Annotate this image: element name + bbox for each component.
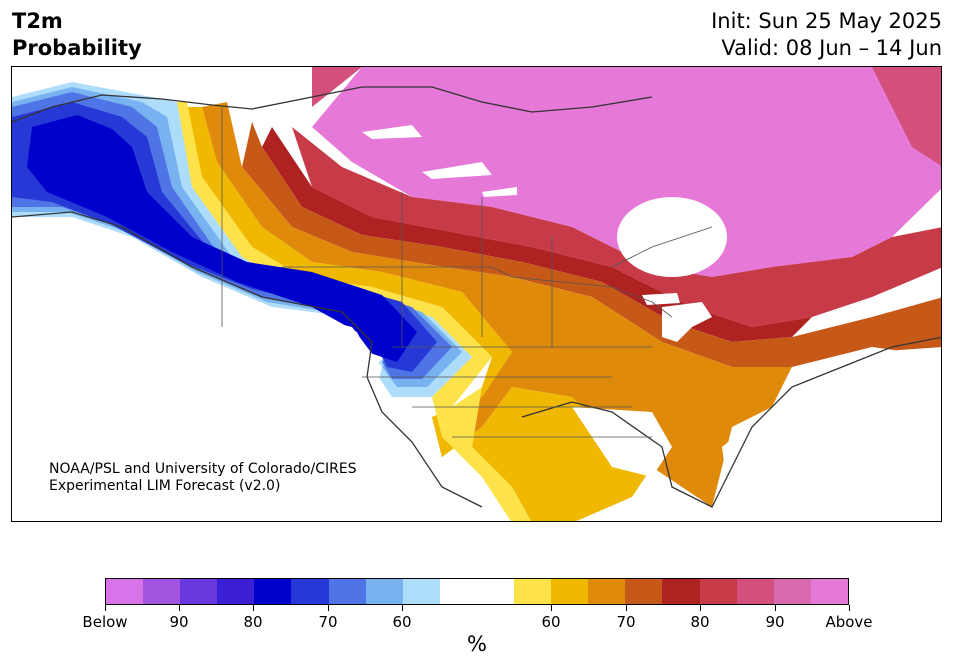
coastline	[12, 86, 941, 508]
colorbar-segment	[625, 579, 663, 604]
colorbar-tick-label: 60	[541, 613, 561, 631]
colorbar-tick	[179, 605, 180, 611]
region-below-75	[27, 115, 417, 362]
colorbar-segment	[773, 579, 811, 604]
borders	[221, 107, 713, 438]
colorbar-tick-label: 70	[616, 613, 636, 631]
region-above-85	[312, 67, 941, 166]
colorbar	[105, 578, 849, 605]
colorbar-unit: %	[467, 632, 487, 656]
great-lakes	[662, 302, 712, 342]
colorbar-tick-label: 70	[318, 613, 338, 631]
colorbar-segment	[291, 579, 329, 604]
colorbar-segment	[439, 579, 477, 604]
colorbar-segment	[514, 579, 552, 604]
arctic-white-bands	[362, 125, 517, 197]
map-svg	[12, 67, 941, 521]
colorbar-segment	[588, 579, 626, 604]
hudson-bay	[617, 197, 727, 277]
colorbar-segment	[736, 579, 774, 604]
colorbar-segment	[143, 579, 181, 604]
colorbar-tick-label: 90	[765, 613, 785, 631]
colorbar-tick-label: 80	[690, 613, 710, 631]
credit-line-2: Experimental LIM Forecast (v2.0)	[49, 478, 281, 494]
colorbar-segment	[551, 579, 589, 604]
region-above-65	[202, 102, 792, 507]
colorbar-segment	[365, 579, 403, 604]
colorbar-tick	[253, 605, 254, 611]
forecast-map	[11, 66, 942, 522]
map-title: T2m Probability	[12, 8, 142, 62]
colorbar-tick-label: 90	[169, 613, 189, 631]
colorbar-tick	[551, 605, 552, 611]
forecast-dates: Init: Sun 25 May 2025 Valid: 08 Jun – 14…	[711, 8, 942, 62]
region-above-70	[242, 122, 941, 367]
colorbar-segment	[699, 579, 737, 604]
colorbar-tick	[105, 605, 106, 611]
title-line-variable: T2m	[12, 9, 63, 33]
colorbar-segment	[180, 579, 218, 604]
gulf-of-mexico	[572, 407, 672, 477]
colorbar-segment	[328, 579, 366, 604]
credit-line-1: NOAA/PSL and University of Colorado/CIRE…	[49, 461, 357, 477]
lake-superior	[642, 293, 680, 305]
colorbar-segment	[254, 579, 292, 604]
colorbar-segment	[810, 579, 848, 604]
atlantic-ocean	[722, 347, 941, 521]
valid-date: Valid: 08 Jun – 14 Jun	[721, 36, 942, 60]
region-above-75	[262, 127, 812, 342]
colorbar-segment	[217, 579, 255, 604]
colorbar-tick	[626, 605, 627, 611]
colorbar-tick-label: Above	[825, 613, 873, 631]
colorbar-tick-label: Below	[82, 613, 128, 631]
region-above-55	[177, 102, 531, 521]
colorbar-tick-label: 80	[243, 613, 263, 631]
pacific-ocean	[12, 217, 450, 521]
colorbar-tick	[775, 605, 776, 611]
region-above-60	[187, 107, 652, 521]
colorbar-tick	[402, 605, 403, 611]
init-date: Init: Sun 25 May 2025	[711, 9, 942, 33]
credit-text: NOAA/PSL and University of Colorado/CIRE…	[49, 461, 357, 495]
colorbar-segment	[402, 579, 440, 604]
colorbar-segment	[106, 579, 144, 604]
colorbar-segment	[476, 579, 515, 604]
colorbar-tick	[849, 605, 850, 611]
region-above-90	[312, 67, 941, 277]
title-line-type: Probability	[12, 36, 142, 60]
colorbar-tick	[700, 605, 701, 611]
colorbar-segment	[662, 579, 700, 604]
colorbar-tick	[328, 605, 329, 611]
region-above-80	[292, 127, 941, 327]
colorbar-tick-label: 60	[392, 613, 412, 631]
